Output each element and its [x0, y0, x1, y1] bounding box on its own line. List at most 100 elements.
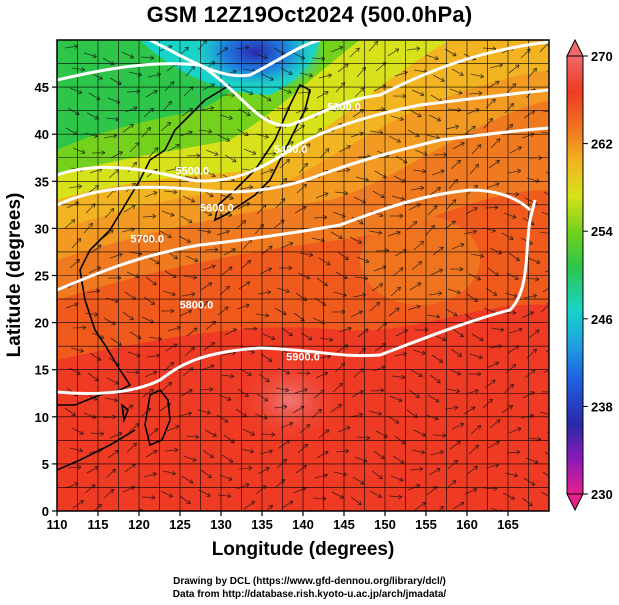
streamline-arrow: [195, 434, 200, 440]
streamline: [501, 232, 514, 240]
streamline-arrow: [553, 64, 557, 68]
streamline-arrow: [149, 388, 154, 394]
streamline-arrow: [495, 159, 500, 165]
streamline-arrow: [452, 51, 457, 57]
streamline: [315, 192, 329, 199]
streamline-arrow: [135, 369, 140, 375]
streamline: [471, 144, 482, 155]
streamline-arrow: [456, 440, 461, 446]
streamline: [166, 425, 180, 432]
y-tick-label: 20: [35, 316, 49, 331]
streamline: [83, 52, 97, 58]
streamline-arrow: [326, 261, 331, 266]
streamline-arrow: [378, 212, 384, 218]
streamline: [295, 464, 307, 474]
streamline-arrow: [385, 248, 390, 253]
streamline-arrow: [508, 124, 514, 129]
streamline-arrow: [271, 432, 276, 437]
streamline-arrow: [377, 493, 382, 498]
streamline: [354, 456, 368, 463]
streamline: [254, 53, 268, 59]
streamline: [68, 185, 82, 189]
colorbar-tick-label: 262: [591, 137, 613, 152]
contour-label: 5900.0: [286, 351, 320, 363]
streamline-arrow: [110, 60, 115, 66]
streamline: [278, 87, 292, 94]
streamline: [278, 439, 290, 449]
streamline: [280, 242, 294, 249]
streamline: [143, 107, 154, 118]
streamline-arrow: [550, 476, 554, 480]
streamline-arrow: [88, 222, 93, 228]
streamline-arrow: [458, 90, 463, 95]
streamline-arrow: [473, 465, 478, 471]
streamline-arrow: [474, 388, 479, 394]
streamline-arrow: [249, 448, 254, 454]
streamline-arrow: [280, 479, 286, 484]
streamline-arrow: [476, 276, 482, 281]
colorbar-top-arrow: [566, 38, 584, 57]
streamline: [509, 328, 523, 334]
streamline-arrow: [265, 467, 270, 472]
streamline: [110, 151, 123, 159]
streamline-arrow: [436, 378, 441, 384]
streamline-arrow: [328, 519, 332, 523]
streamline-arrow: [246, 259, 252, 265]
streamline-arrow: [71, 411, 76, 417]
streamline-arrow: [186, 238, 191, 243]
streamline-arrow: [551, 195, 555, 199]
streamline: [255, 485, 267, 495]
streamline: [140, 407, 151, 418]
streamline: [358, 517, 369, 524]
streamline: [466, 293, 478, 302]
x-tick-label: 110: [47, 517, 68, 532]
streamline: [394, 435, 406, 445]
streamline-arrow: [170, 212, 175, 217]
streamline-arrow: [492, 46, 497, 52]
streamline: [539, 231, 549, 234]
streamline-arrow: [478, 90, 483, 96]
streamline: [334, 363, 346, 373]
streamline-arrow: [263, 54, 268, 60]
streamline: [104, 397, 118, 402]
streamline: [354, 87, 365, 98]
y-tick-label: 15: [35, 363, 49, 378]
streamline: [444, 48, 457, 57]
streamline-arrow: [186, 499, 191, 505]
streamline: [179, 495, 191, 505]
streamline: [85, 203, 96, 214]
streamline: [184, 175, 198, 180]
streamline-arrow: [460, 501, 465, 506]
streamline-arrow: [421, 350, 426, 356]
streamline-arrow: [373, 40, 379, 46]
streamline-arrow: [396, 286, 401, 292]
streamline-arrow: [456, 159, 462, 165]
streamline: [236, 304, 250, 310]
streamline: [204, 429, 217, 437]
streamline: [375, 430, 388, 438]
streamline-arrow: [377, 230, 383, 235]
streamline: [299, 72, 313, 77]
streamline-arrow: [551, 390, 555, 394]
streamline-arrow: [155, 260, 160, 265]
streamline-arrow: [532, 293, 538, 299]
streamline-arrow: [265, 313, 270, 318]
streamline: [149, 517, 161, 521]
streamline: [429, 187, 441, 196]
streamline: [145, 276, 157, 286]
streamline: [489, 64, 503, 69]
streamline: [504, 472, 518, 477]
streamline-arrow: [496, 138, 501, 143]
streamline: [68, 367, 81, 375]
streamline-arrow: [360, 87, 365, 92]
streamline: [160, 122, 171, 132]
streamline: [143, 296, 155, 305]
streamline: [71, 67, 85, 71]
streamline-arrow: [80, 149, 86, 154]
streamline: [162, 290, 176, 296]
streamline-arrow: [78, 447, 83, 453]
streamline: [391, 375, 405, 378]
streamline-arrow: [364, 275, 369, 281]
streamline-arrow: [90, 484, 96, 489]
streamline: [374, 170, 387, 178]
